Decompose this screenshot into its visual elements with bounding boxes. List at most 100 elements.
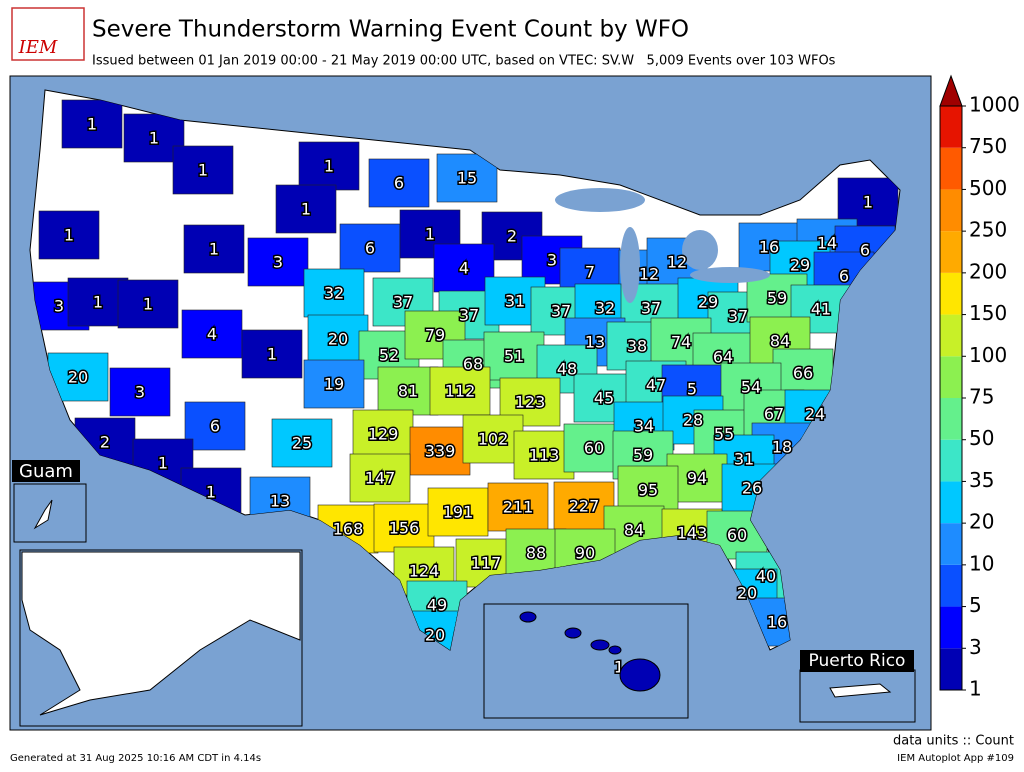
colorbar-tick-label: 500	[969, 176, 1007, 200]
app-id: IEM Autoplot App #109	[897, 753, 1014, 764]
wfo-region	[298, 141, 360, 191]
wfo-count-label: 31	[734, 450, 754, 469]
wfo-region	[181, 309, 243, 359]
wfo-count-label: 40	[756, 567, 776, 586]
wfo-region	[837, 177, 899, 227]
puerto-rico-inset	[799, 669, 916, 723]
wfo-region	[772, 348, 834, 398]
colorbar-segment	[940, 564, 962, 607]
wfo-count-label: 54	[741, 378, 761, 397]
title: Severe Thunderstorm Warning Event Count …	[92, 17, 689, 43]
colorbar-segment	[940, 189, 962, 232]
pr-label-bg	[800, 650, 914, 672]
wfo-region	[241, 329, 303, 379]
wfo-count-label: 129	[368, 425, 399, 444]
wfo-count-label: 1	[158, 454, 168, 473]
colorbar-segment	[940, 314, 962, 357]
wfo-region	[377, 366, 439, 416]
wfo-count-label: 59	[633, 446, 653, 465]
wfo-region	[433, 243, 495, 293]
wfo-count-label: 81	[398, 382, 418, 401]
island	[608, 645, 622, 655]
wfo-count-label: 1	[93, 293, 103, 312]
wfo-count-label: 37	[393, 293, 413, 312]
guam-label-bg	[12, 460, 80, 482]
wfo-count-label: 20	[68, 368, 88, 387]
wfo-count-label: 90	[575, 544, 595, 563]
wfo-count-label: 37	[641, 299, 661, 318]
guam-inset	[13, 483, 87, 543]
wfo-count-label: 84	[624, 521, 644, 540]
wfo-region	[373, 503, 435, 553]
wfo-region	[61, 99, 123, 149]
wfo-count-label: 66	[793, 364, 813, 383]
wfo-count-label: 28	[683, 411, 703, 430]
subtitle: Issued between 01 Jan 2019 00:00 - 21 Ma…	[92, 54, 836, 69]
wfo-region	[303, 359, 365, 409]
wfo-count-label: 34	[634, 417, 654, 436]
wfo-region	[303, 268, 365, 318]
wfo-count-label: 1	[209, 240, 219, 259]
wfo-count-label: 6	[394, 174, 404, 193]
wfo-count-label: 41	[811, 300, 831, 319]
wfo-count-label: 191	[443, 503, 474, 522]
wfo-count-label: 59	[767, 289, 787, 308]
wfo-count-label: 1	[324, 157, 334, 176]
wfo-region	[352, 409, 414, 459]
wfo-count-label: 25	[292, 434, 312, 453]
wfo-count-label: 52	[379, 346, 399, 365]
colorbar-segment	[940, 398, 962, 440]
hawaii-inset	[483, 603, 689, 719]
colorbar-tick-label: 200	[969, 259, 1007, 283]
wfo-region	[109, 367, 171, 417]
wfo-count-label: 1	[863, 193, 873, 212]
wfo-count-label: 31	[505, 292, 525, 311]
wfo-count-label: 211	[503, 498, 534, 517]
wfo-region	[183, 224, 245, 274]
colorbar-segment	[940, 356, 962, 398]
island	[564, 627, 582, 639]
hawaii-islands	[519, 611, 661, 692]
wfo-count-label: 102	[478, 430, 509, 449]
wfo-count-label: 3	[54, 297, 64, 316]
colorbar-tick-label: 10	[969, 551, 994, 575]
wfo-count-label: 4	[459, 259, 469, 278]
wfo-count-label: 79	[425, 326, 445, 345]
wfo-region	[436, 153, 498, 203]
wfo-count-label: 124	[409, 562, 440, 581]
wfo-count-label: 1	[64, 226, 74, 245]
wfo-count-label: 143	[677, 524, 708, 543]
wfo-count-label: 95	[638, 481, 658, 500]
wfo-count-label: 1	[206, 483, 216, 502]
wfo-count-label: 74	[671, 333, 691, 352]
colorbar-tick-label: 5	[969, 593, 982, 617]
wfo-count-label: 6	[839, 267, 849, 286]
colorbar-tick-label: 1000	[969, 93, 1020, 117]
wfo-count-label: 1	[198, 161, 208, 180]
wfo-count-label: 156	[389, 519, 420, 538]
lakes	[555, 188, 770, 303]
colorbar-segment	[940, 606, 962, 649]
wfo-region	[184, 401, 246, 451]
island	[619, 658, 661, 692]
wfo-region	[429, 366, 491, 416]
wfo-count-label: 19	[324, 375, 344, 394]
wfo-count-label: 14	[817, 234, 837, 253]
guam-label: Guam	[19, 461, 73, 482]
wfo-regions	[30, 99, 899, 650]
wfo-region	[172, 145, 234, 195]
colorbar-tick-label: 100	[969, 343, 1007, 367]
wfo-count-label: 13	[270, 492, 290, 511]
colorbar-tick-label: 35	[969, 468, 994, 492]
wfo-count-label: 123	[515, 393, 546, 412]
wfo-count-label: 227	[569, 497, 600, 516]
wfo-count-label: 7	[585, 263, 595, 282]
colorbar-tick-label: 250	[969, 218, 1007, 242]
wfo-region	[339, 223, 401, 273]
wfo-count-label: 20	[737, 584, 757, 603]
colorbar-tick-label: 1	[969, 677, 982, 701]
wfo-count-label: 112	[445, 382, 476, 401]
